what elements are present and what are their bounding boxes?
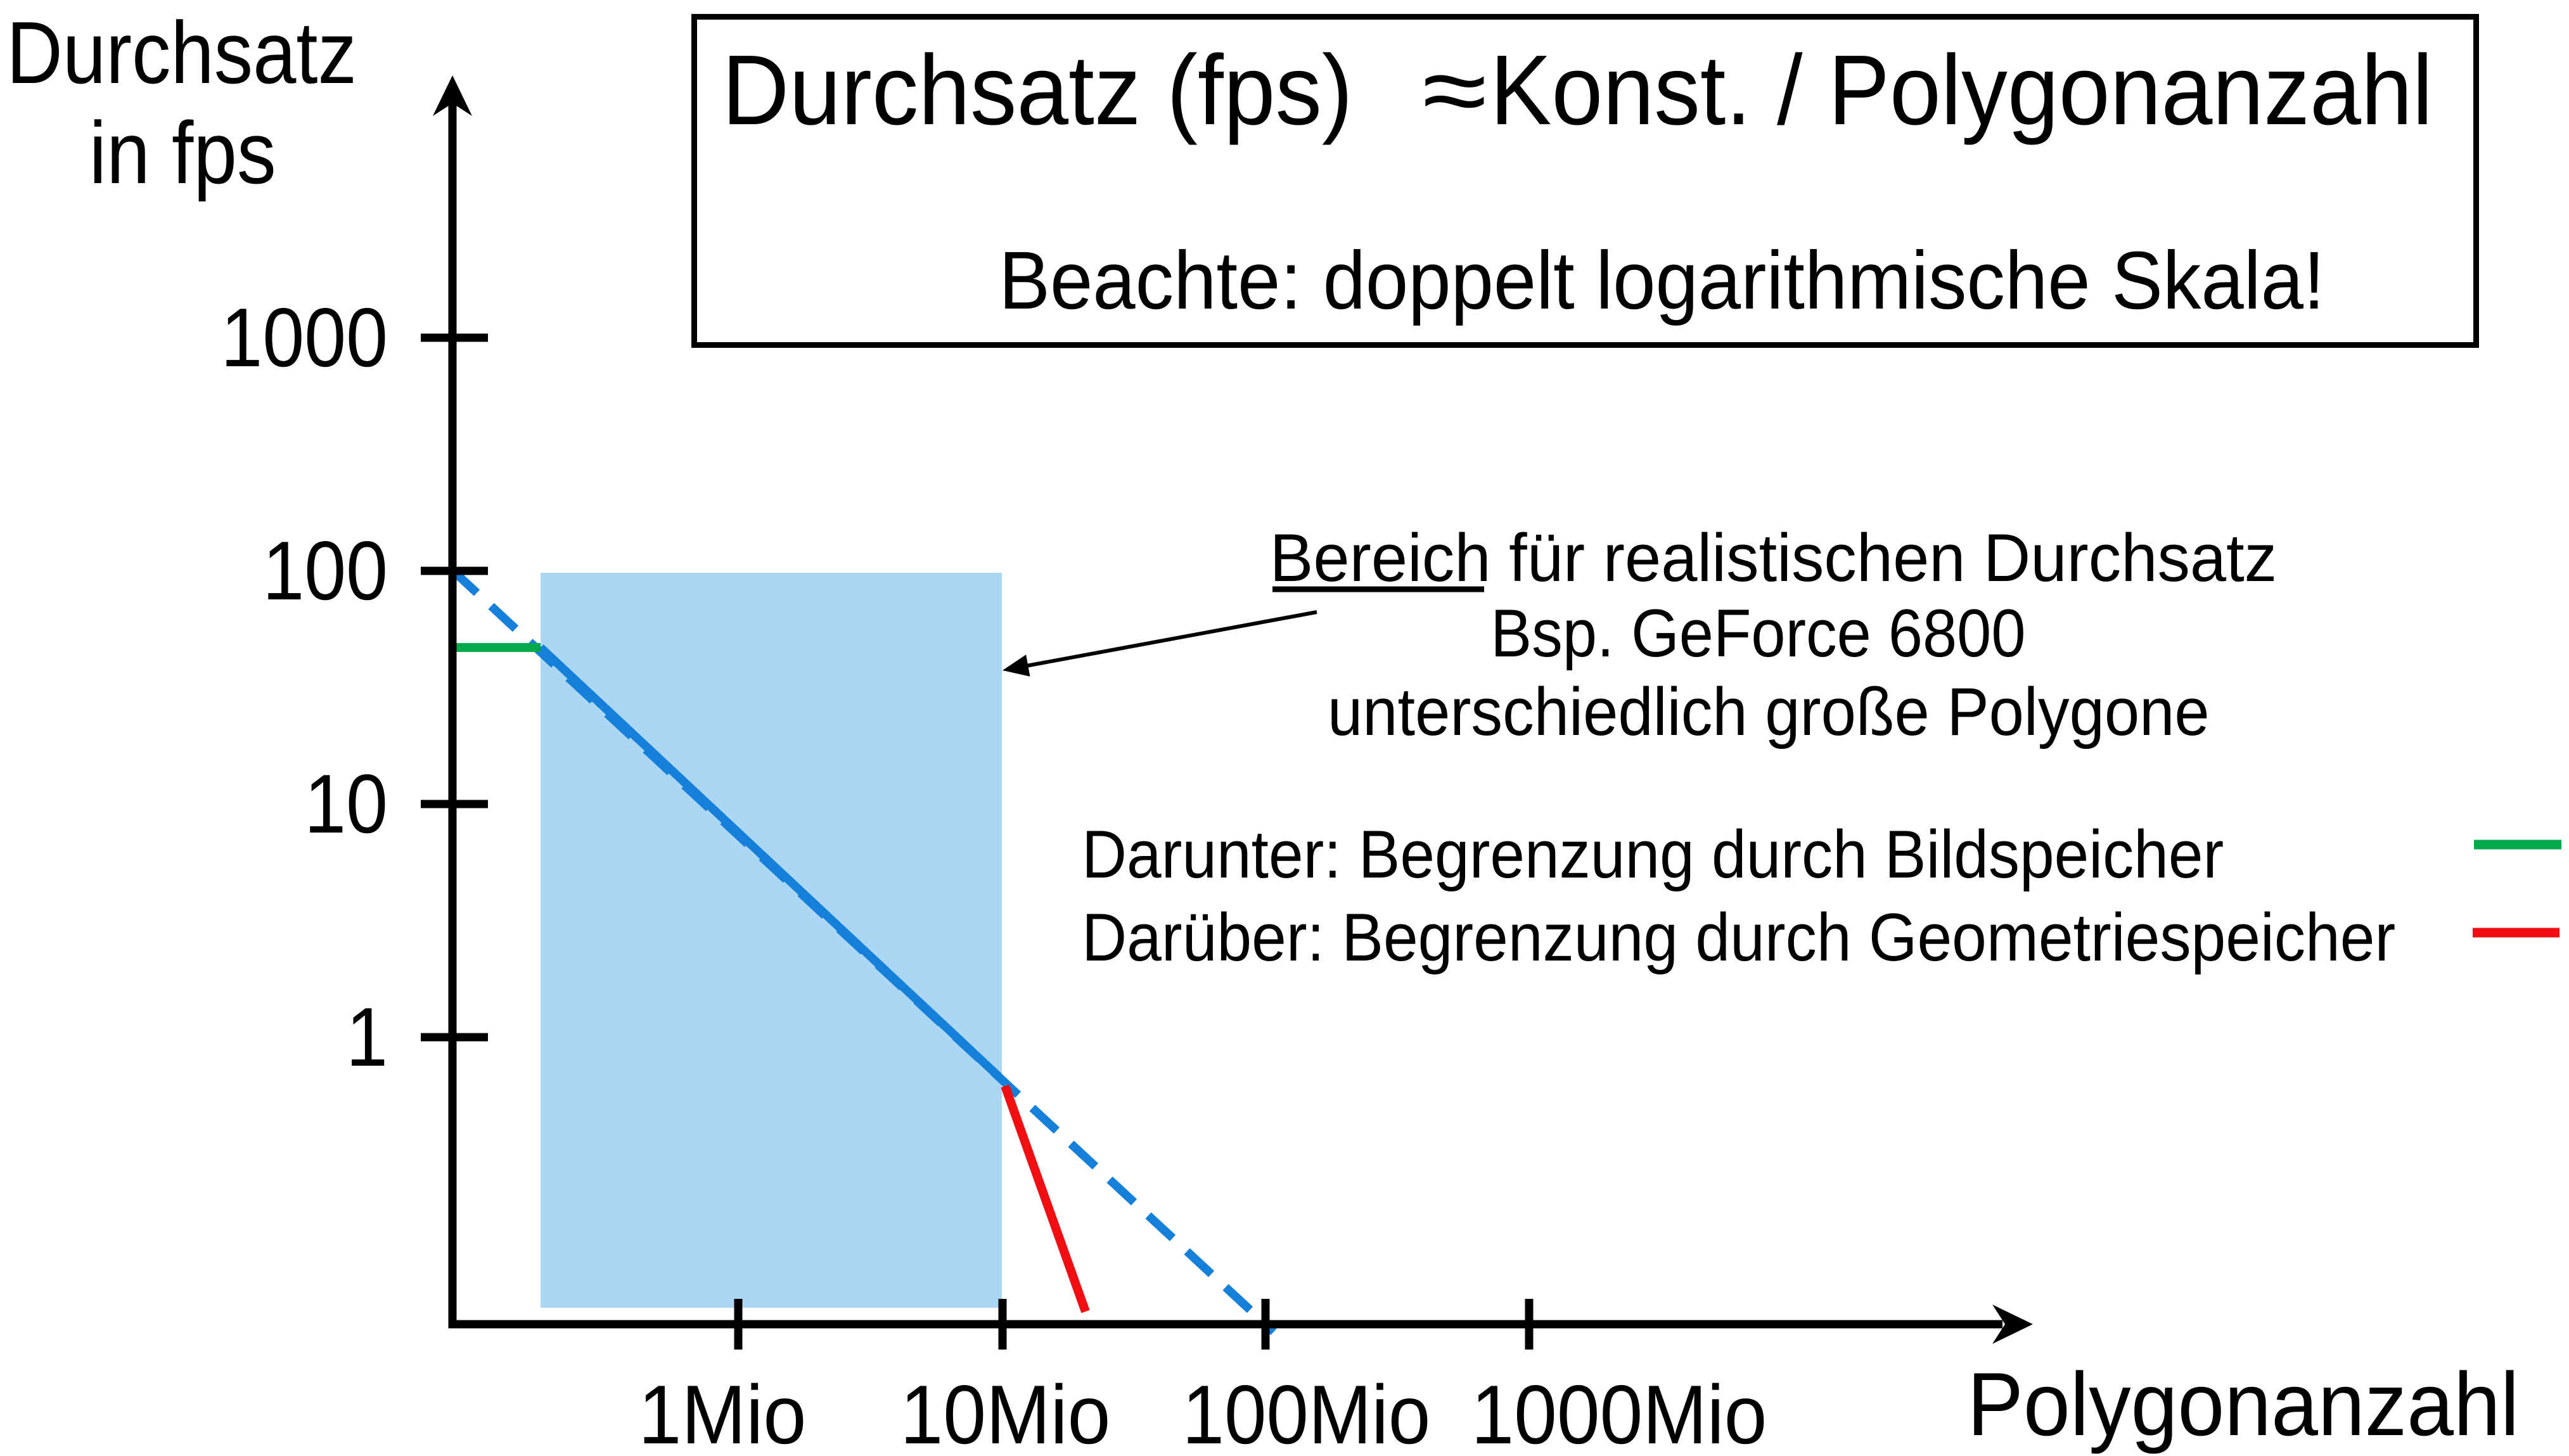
svg-text:Bereich für realistischen Durc: Bereich für realistischen Durchsatz xyxy=(1270,520,2277,596)
svg-text:100: 100 xyxy=(262,524,388,617)
svg-text:unterschiedlich große Polygone: unterschiedlich große Polygone xyxy=(1328,674,2210,750)
svg-text:Beachte: doppelt logarithmisch: Beachte: doppelt logarithmische Skala! xyxy=(999,235,2324,326)
svg-text:1000Mio: 1000Mio xyxy=(1471,1368,1767,1456)
svg-text:≈: ≈ xyxy=(1422,35,1487,146)
svg-text:1000: 1000 xyxy=(221,291,388,384)
svg-text:Darunter: Begrenzung durch Bil: Darunter: Begrenzung durch Bildspeicher xyxy=(1082,816,2224,892)
svg-text:in fps: in fps xyxy=(89,104,276,202)
svg-text:10Mio: 10Mio xyxy=(900,1368,1111,1456)
svg-text:Durchsatz (fps): Durchsatz (fps) xyxy=(722,35,1353,146)
svg-text:10: 10 xyxy=(304,757,388,850)
svg-text:Darüber: Begrenzung durch Geom: Darüber: Begrenzung durch Geometriespeic… xyxy=(1082,899,2395,975)
svg-text:100Mio: 100Mio xyxy=(1182,1368,1431,1456)
svg-text:1: 1 xyxy=(346,990,388,1083)
svg-text:Bsp. GeForce 6800: Bsp. GeForce 6800 xyxy=(1490,595,2025,671)
svg-text:Durchsatz: Durchsatz xyxy=(6,4,357,102)
svg-text:Konst. / Polygonanzahl: Konst. / Polygonanzahl xyxy=(1490,35,2433,146)
svg-text:1Mio: 1Mio xyxy=(638,1368,806,1456)
svg-text:Polygonanzahl: Polygonanzahl xyxy=(1967,1355,2519,1455)
